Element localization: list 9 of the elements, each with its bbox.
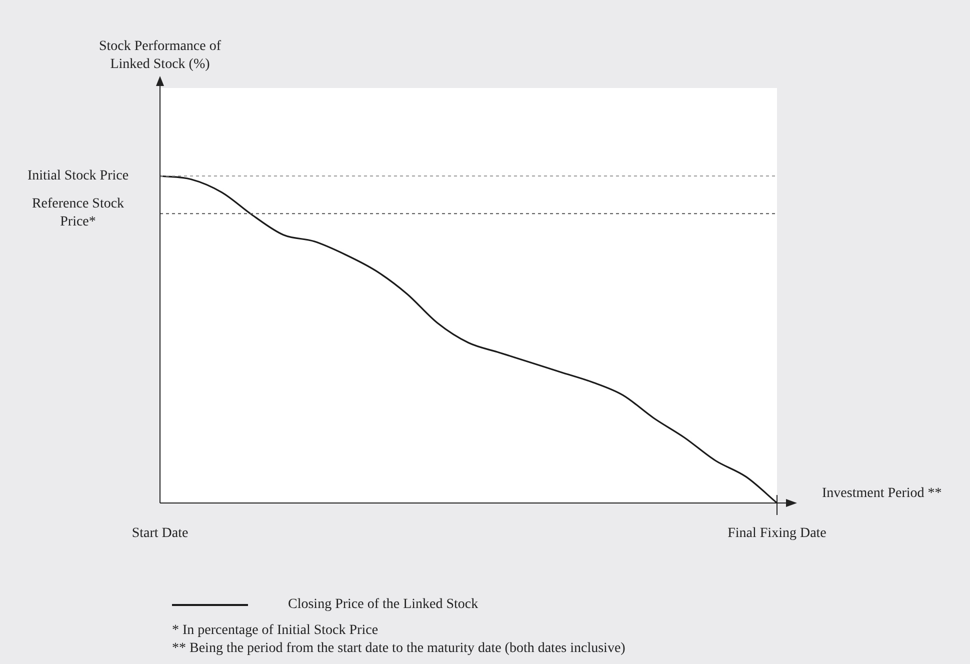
ref-line-label: Reference Stock Price*: [32, 196, 124, 230]
text: Stock Performance of Linked Stock (%): [98, 38, 222, 74]
ref-line-label: Initial Stock Price: [27, 168, 129, 184]
text: * In percentage of Initial Stock Price: [172, 622, 380, 640]
text: Closing Price of the Linked Stock: [288, 596, 478, 614]
x-tick-label: Start Date: [132, 526, 188, 542]
text: ** Being the period from the start date to the maturity date (both dates inclusive): [172, 640, 626, 658]
x-tick-label: Final Fixing Date: [728, 526, 826, 542]
x-axis-title: Investment Period **: [822, 485, 942, 503]
